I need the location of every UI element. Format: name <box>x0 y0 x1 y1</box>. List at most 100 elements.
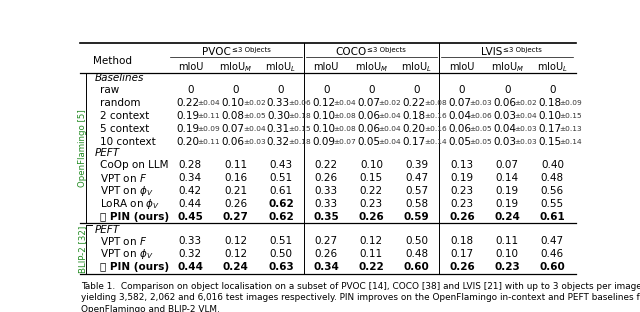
Text: 0.40: 0.40 <box>541 160 564 170</box>
Text: 0.14: 0.14 <box>495 173 518 183</box>
Text: 0.28: 0.28 <box>179 160 202 170</box>
Text: 0.59: 0.59 <box>404 212 429 222</box>
Text: Table 1.  Comparison on object localisation on a subset of PVOC [14], COCO [38] : Table 1. Comparison on object localisati… <box>81 282 640 312</box>
Text: 0.17: 0.17 <box>538 124 561 134</box>
Text: 0.19: 0.19 <box>495 186 518 196</box>
Text: COCO: COCO <box>335 47 367 57</box>
Text: 0.19: 0.19 <box>451 173 474 183</box>
Text: 0.23: 0.23 <box>360 199 383 209</box>
Text: ±0.04: ±0.04 <box>243 126 266 132</box>
Text: ±0.15: ±0.15 <box>288 126 311 132</box>
Text: 0: 0 <box>323 85 330 95</box>
Text: 📌 PIN (ours): 📌 PIN (ours) <box>100 212 169 222</box>
Text: 0.07: 0.07 <box>448 98 471 108</box>
Text: ±0.04: ±0.04 <box>515 113 537 119</box>
Text: 0.10: 0.10 <box>360 160 383 170</box>
Text: 0.12: 0.12 <box>360 236 383 246</box>
Text: 0: 0 <box>278 85 284 95</box>
Text: ±0.02: ±0.02 <box>515 100 537 106</box>
Text: 0.12: 0.12 <box>312 98 335 108</box>
Text: mIoU$_L$: mIoU$_L$ <box>401 61 432 74</box>
Text: 0.44: 0.44 <box>179 199 202 209</box>
Text: mIoU: mIoU <box>314 62 339 72</box>
Text: 0.22: 0.22 <box>358 262 384 272</box>
Text: 0.31: 0.31 <box>267 124 290 134</box>
Text: ±0.05: ±0.05 <box>243 113 266 119</box>
Text: 0.10: 0.10 <box>312 124 335 134</box>
Text: ≤3 Objects: ≤3 Objects <box>503 46 542 53</box>
Text: ±0.03: ±0.03 <box>515 139 537 145</box>
Text: 0.22: 0.22 <box>403 98 426 108</box>
Text: PEFT: PEFT <box>95 225 120 235</box>
Text: 0.56: 0.56 <box>541 186 564 196</box>
Text: 0.45: 0.45 <box>177 212 204 222</box>
Text: ±0.02: ±0.02 <box>379 100 401 106</box>
Text: ±0.08: ±0.08 <box>424 100 447 106</box>
Text: 0.51: 0.51 <box>269 236 292 246</box>
Text: VPT on $F$: VPT on $F$ <box>100 235 147 247</box>
Text: 0.33: 0.33 <box>267 98 290 108</box>
Text: mIoU: mIoU <box>178 62 203 72</box>
Text: 0.13: 0.13 <box>451 160 474 170</box>
Text: ±0.03: ±0.03 <box>469 100 492 106</box>
Text: ±0.16: ±0.16 <box>424 113 447 119</box>
Text: 0: 0 <box>549 85 556 95</box>
Text: 0.34: 0.34 <box>313 262 339 272</box>
Text: 0.35: 0.35 <box>313 212 339 222</box>
Text: 0.12: 0.12 <box>224 249 247 259</box>
Text: ±0.14: ±0.14 <box>424 139 447 145</box>
Text: 0.20: 0.20 <box>403 124 426 134</box>
Text: 0.26: 0.26 <box>449 212 475 222</box>
Text: mIoU$_M$: mIoU$_M$ <box>219 61 252 74</box>
Text: 10 context: 10 context <box>100 137 156 147</box>
Text: 0.10: 0.10 <box>538 111 561 121</box>
Text: ±0.13: ±0.13 <box>559 126 582 132</box>
Text: ±0.04: ±0.04 <box>379 113 401 119</box>
Text: 0.07: 0.07 <box>357 98 380 108</box>
Text: 0.12: 0.12 <box>224 236 247 246</box>
Text: mIoU$_M$: mIoU$_M$ <box>490 61 524 74</box>
Text: ±0.14: ±0.14 <box>559 139 582 145</box>
Text: 0.50: 0.50 <box>269 249 292 259</box>
Text: 0.32: 0.32 <box>179 249 202 259</box>
Text: ±0.07: ±0.07 <box>333 139 356 145</box>
Text: 0: 0 <box>187 85 194 95</box>
Text: 0.27: 0.27 <box>223 212 248 222</box>
Text: 📌 PIN (ours): 📌 PIN (ours) <box>100 262 169 272</box>
Text: 0.50: 0.50 <box>405 236 428 246</box>
Text: 0.22: 0.22 <box>360 186 383 196</box>
Text: 0.58: 0.58 <box>405 199 428 209</box>
Text: 0: 0 <box>459 85 465 95</box>
Text: 0.32: 0.32 <box>267 137 290 147</box>
Text: random: random <box>100 98 140 108</box>
Text: 2 context: 2 context <box>100 111 149 121</box>
Text: 0.07: 0.07 <box>495 160 518 170</box>
Text: ±0.18: ±0.18 <box>288 113 311 119</box>
Text: 0.11: 0.11 <box>495 236 518 246</box>
Text: 0.23: 0.23 <box>451 199 474 209</box>
Text: ±0.16: ±0.16 <box>424 126 447 132</box>
Text: 0.30: 0.30 <box>267 111 290 121</box>
Text: raw: raw <box>100 85 119 95</box>
Text: ±0.04: ±0.04 <box>198 100 220 106</box>
Text: 0.26: 0.26 <box>315 249 338 259</box>
Text: 0.06: 0.06 <box>493 98 516 108</box>
Text: 0.48: 0.48 <box>405 249 428 259</box>
Text: ±0.05: ±0.05 <box>469 126 492 132</box>
Text: 0.34: 0.34 <box>179 173 202 183</box>
Text: ±0.08: ±0.08 <box>333 113 356 119</box>
Text: 0.19: 0.19 <box>177 111 200 121</box>
Text: ±0.06: ±0.06 <box>469 113 492 119</box>
Text: 0.55: 0.55 <box>541 199 564 209</box>
Text: mIoU$_M$: mIoU$_M$ <box>355 61 388 74</box>
Text: ±0.18: ±0.18 <box>288 139 311 145</box>
Text: ±0.06: ±0.06 <box>288 100 311 106</box>
Text: 0.33: 0.33 <box>315 186 338 196</box>
Text: 0.39: 0.39 <box>405 160 428 170</box>
Text: 0.09: 0.09 <box>312 137 335 147</box>
Text: ±0.09: ±0.09 <box>198 126 220 132</box>
Text: PEFT: PEFT <box>95 148 120 158</box>
Text: 0.06: 0.06 <box>357 124 380 134</box>
Text: 0.61: 0.61 <box>269 186 292 196</box>
Text: 0.19: 0.19 <box>495 199 518 209</box>
